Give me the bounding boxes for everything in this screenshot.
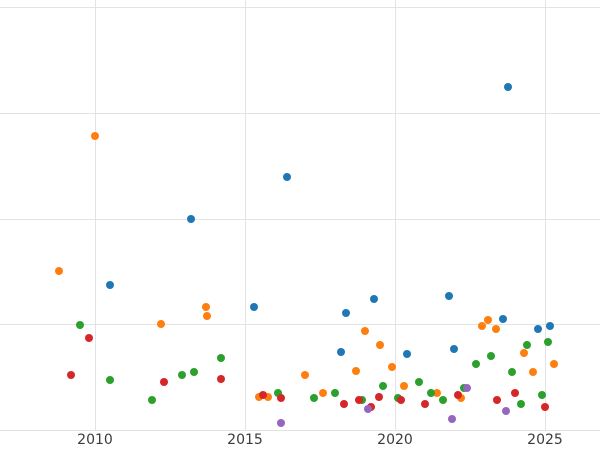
data-point-red (493, 396, 502, 405)
data-point-red (374, 393, 383, 402)
data-point-green (508, 367, 517, 376)
data-point-blue (499, 315, 508, 323)
gridline-horizontal (0, 324, 600, 325)
data-point-green (148, 396, 157, 405)
data-point-blue (503, 82, 512, 91)
data-point-green (310, 394, 319, 403)
data-point-orange (157, 320, 166, 329)
data-point-green (523, 341, 532, 350)
data-point-green (415, 378, 424, 387)
data-point-blue (449, 344, 458, 353)
data-point-orange (319, 388, 328, 397)
gridline-vertical (245, 0, 246, 430)
data-point-green (76, 321, 85, 330)
data-point-orange (388, 362, 397, 371)
gridline-vertical (545, 0, 546, 430)
data-point-blue (337, 347, 346, 356)
data-point-green (178, 371, 187, 379)
data-point-orange (478, 322, 487, 331)
data-point-orange (529, 367, 538, 376)
x-tick-label: 2025 (527, 432, 563, 448)
data-point-green (106, 376, 115, 385)
data-point-orange (433, 388, 442, 397)
data-point-green (472, 360, 481, 369)
data-point-orange (484, 316, 493, 325)
x-tick-label: 2010 (77, 432, 113, 448)
data-point-red (397, 396, 406, 405)
data-point-red (85, 334, 94, 343)
data-point-blue (341, 308, 350, 317)
gridline-horizontal (0, 7, 600, 8)
data-point-blue (403, 349, 412, 358)
data-point-blue (250, 303, 259, 312)
data-point-blue (370, 294, 379, 303)
data-point-orange (400, 381, 409, 390)
data-point-orange (520, 348, 529, 357)
data-point-red (67, 371, 76, 379)
data-point-blue (187, 214, 196, 223)
data-point-orange (352, 366, 361, 375)
data-point-orange (301, 371, 310, 379)
data-point-red (454, 391, 463, 400)
data-point-orange (55, 267, 64, 276)
data-point-purple (463, 383, 472, 392)
gridline-horizontal (0, 219, 600, 220)
data-point-green (439, 396, 448, 405)
x-tick-label: 2015 (227, 432, 263, 448)
data-point-purple (448, 415, 457, 424)
data-point-red (511, 388, 520, 397)
data-point-purple (502, 406, 511, 415)
data-point-orange (254, 393, 263, 402)
data-point-green (427, 388, 436, 397)
data-point-red (160, 378, 169, 387)
data-point-orange (457, 394, 466, 403)
data-point-blue (545, 322, 554, 331)
data-point-orange (91, 132, 100, 141)
data-point-orange (361, 326, 370, 335)
data-point-orange (550, 360, 559, 369)
data-point-purple (364, 404, 373, 413)
data-point-green (190, 367, 199, 376)
data-point-green (517, 399, 526, 408)
data-point-purple (277, 418, 286, 427)
data-point-blue (283, 173, 292, 182)
data-point-green (274, 388, 283, 397)
data-point-green (379, 381, 388, 390)
data-point-green (538, 391, 547, 400)
data-point-green (544, 338, 553, 347)
data-point-blue (106, 281, 115, 290)
data-point-red (277, 394, 286, 403)
data-point-orange (263, 393, 272, 402)
data-point-orange (376, 341, 385, 350)
data-point-blue (533, 324, 542, 333)
data-point-orange (202, 303, 211, 312)
data-point-green (331, 388, 340, 397)
data-point-orange (491, 324, 500, 333)
data-point-red (355, 396, 364, 405)
gridline-horizontal (0, 430, 600, 431)
data-point-blue (445, 291, 454, 300)
gridline-vertical (395, 0, 396, 430)
data-point-red (217, 375, 226, 384)
data-point-orange (202, 311, 211, 320)
plot-area (0, 0, 600, 431)
data-point-red (340, 399, 349, 408)
data-point-red (541, 402, 550, 411)
x-tick-label: 2020 (377, 432, 413, 448)
gridline-vertical (95, 0, 96, 430)
data-point-green (217, 354, 226, 363)
data-point-green (487, 351, 496, 360)
data-point-red (259, 391, 268, 400)
gridline-horizontal (0, 113, 600, 114)
data-point-red (421, 399, 430, 408)
